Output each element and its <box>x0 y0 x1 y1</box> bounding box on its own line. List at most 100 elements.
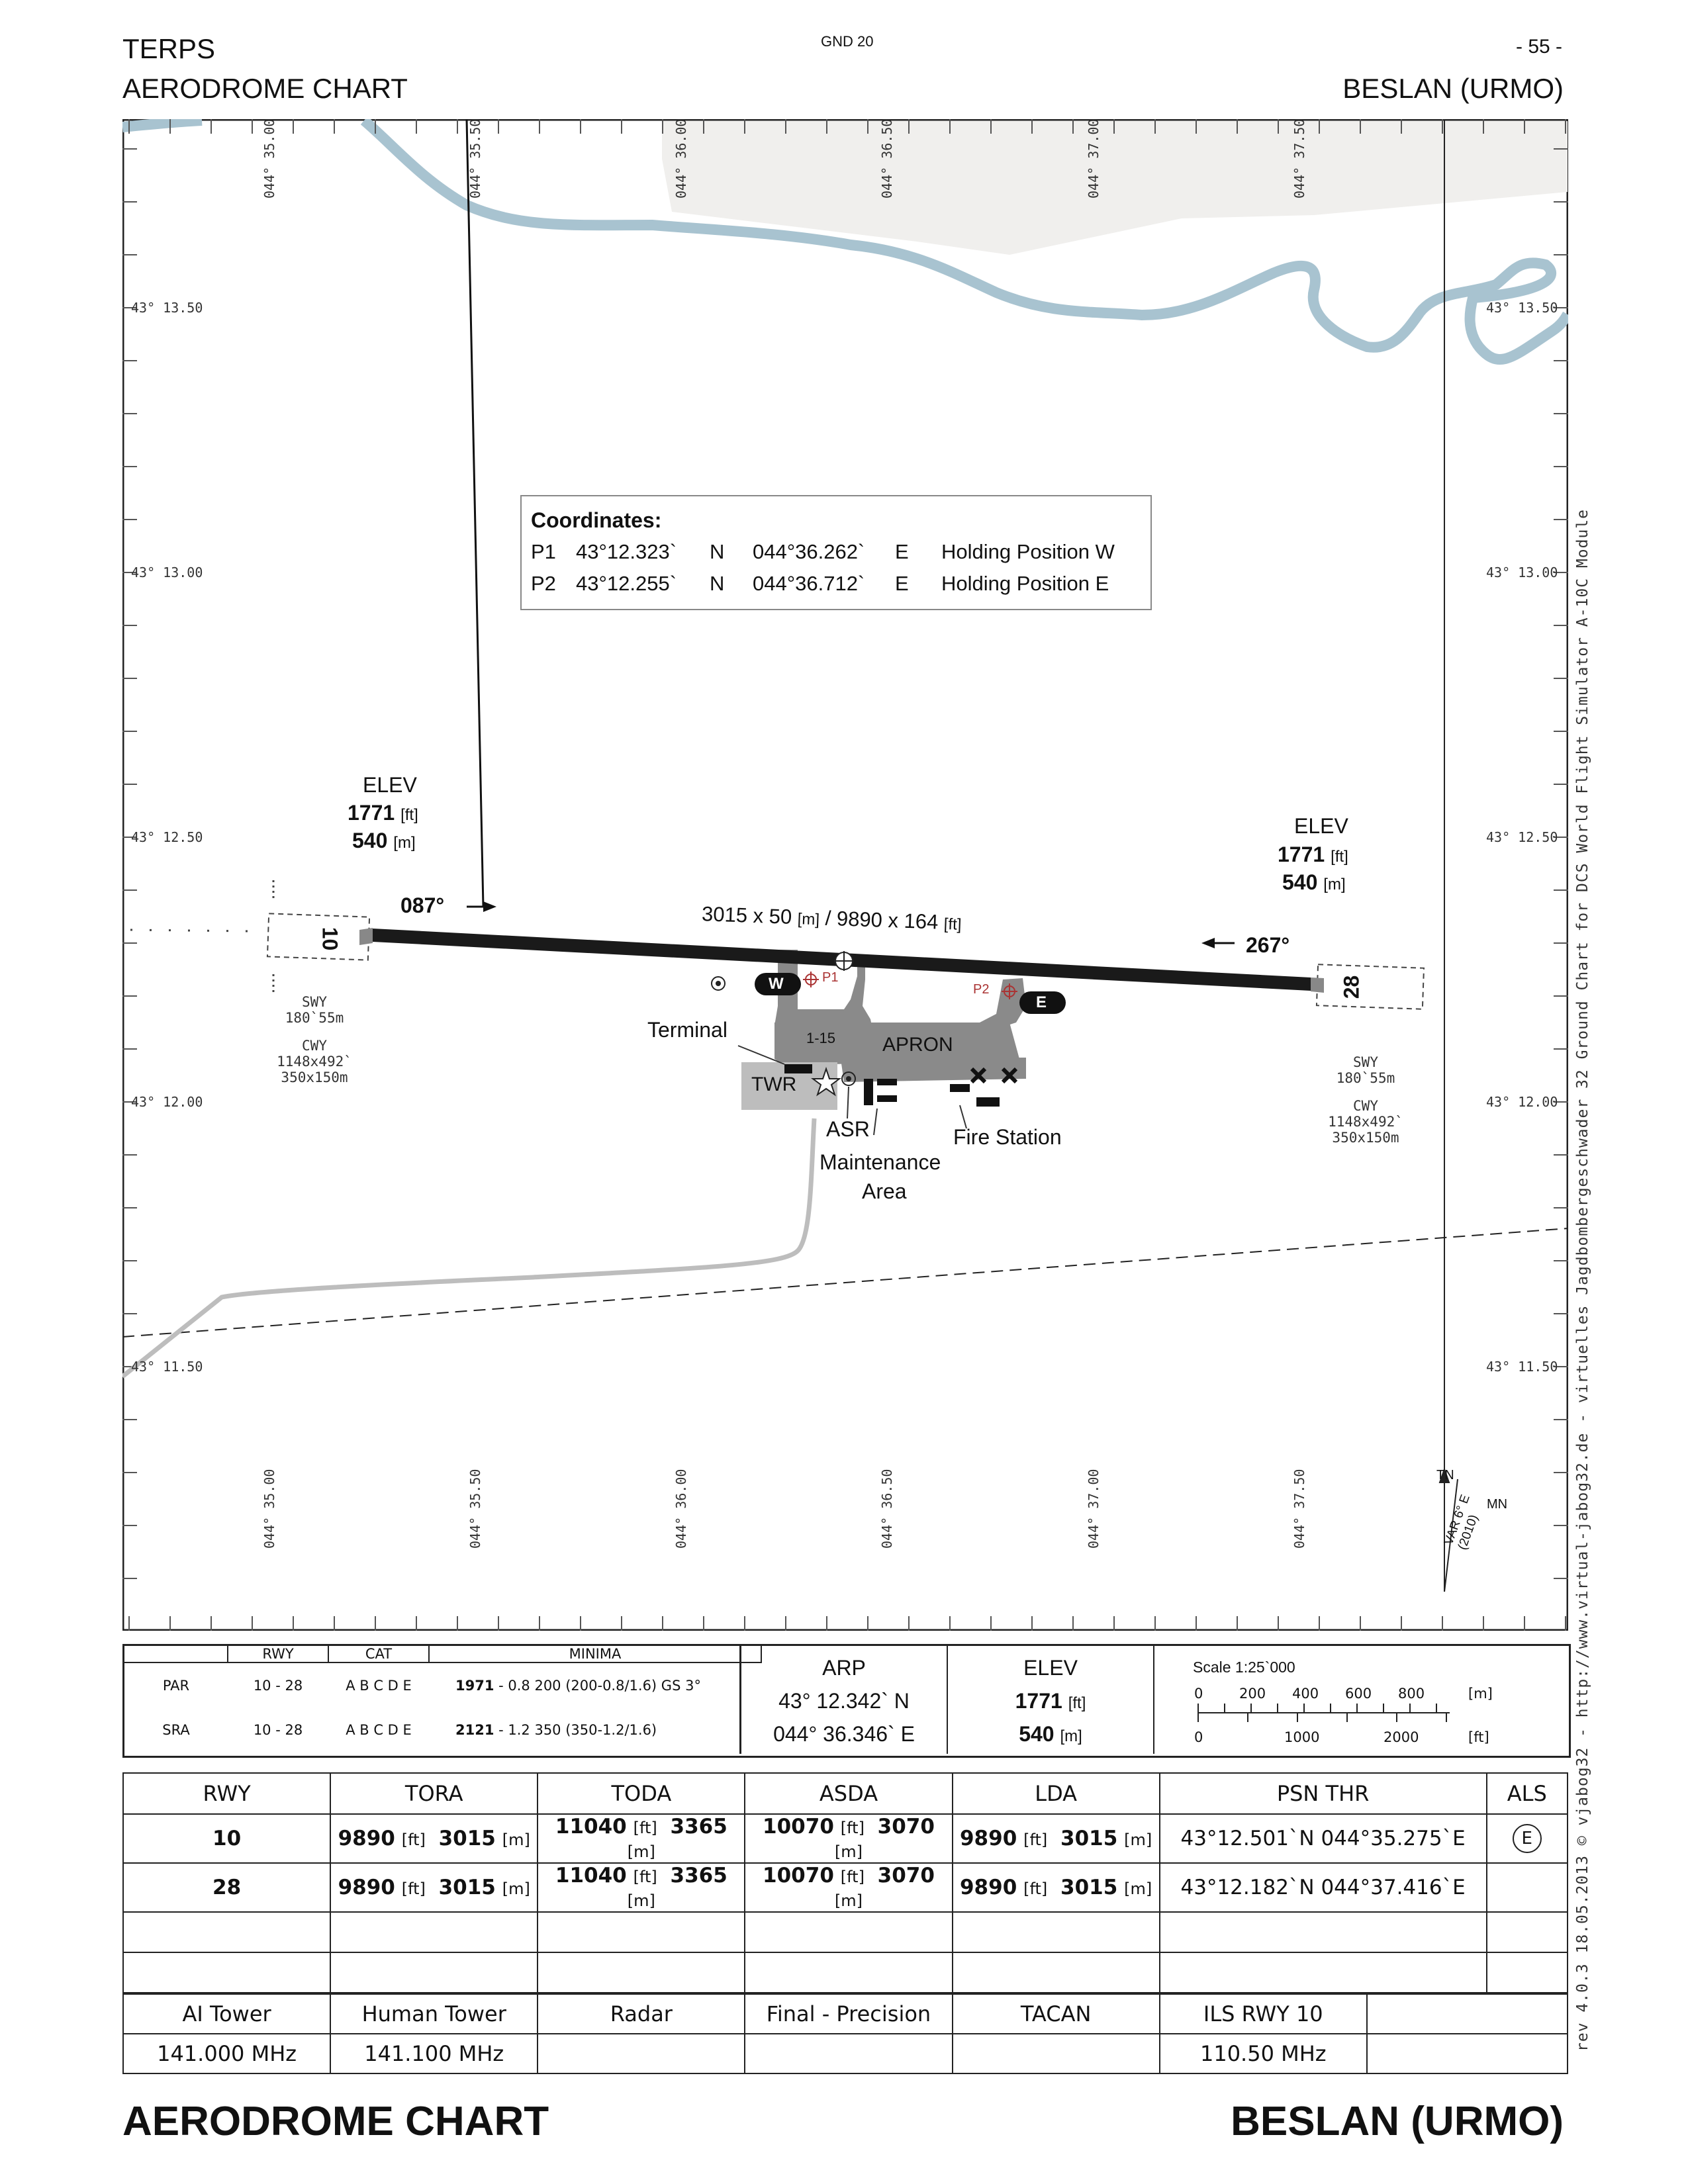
cwy-label: CWY <box>1353 1098 1378 1114</box>
cwy-label: CWY <box>302 1038 327 1054</box>
unit-m: [m] <box>834 1843 863 1861</box>
scale-m-label: 600 <box>1345 1686 1372 1702</box>
value-m: 3070 <box>877 1815 935 1839</box>
apron-south <box>841 1058 1026 1082</box>
holding-position-p1-icon <box>803 972 819 987</box>
scale-ft-label: 0 <box>1194 1729 1203 1745</box>
runway-id: 10 <box>122 1813 332 1864</box>
swy-info-e: SWY 180`55m CWY 1148x492` 350x150m <box>1313 1054 1419 1146</box>
beacon-icon <box>711 976 726 991</box>
elev-e-ft: 1771 [ft] <box>1278 842 1348 867</box>
minima-cat: A B C D E <box>346 1722 412 1738</box>
tora-col-header: TORA <box>330 1772 539 1815</box>
asda-col-header: ASDA <box>744 1772 953 1815</box>
header-title-1: TERPS <box>122 33 216 64</box>
grid-lat-label-right: 43° 13.50 <box>1486 300 1558 316</box>
river-west <box>122 119 203 132</box>
toda-cell: 11040 [ft] 3365 [m] <box>537 1862 746 1913</box>
grid-lon-label-bottom: 044° 37.50 <box>1291 1469 1307 1549</box>
elev-w-m-value: 540 <box>352 829 388 852</box>
minima-type-header <box>124 1646 228 1663</box>
tora-cell: 9890 [ft] 3015 [m] <box>330 1862 539 1913</box>
grid-lon-label-top: 044° 36.50 <box>879 118 895 199</box>
value-m: 3365 <box>670 1864 727 1888</box>
value-m: 3015 <box>1060 1876 1118 1899</box>
freq-human-tower: 141.100 MHz <box>330 2033 539 2074</box>
rwy-dims-ft: / 9890 x 164 <box>819 906 939 934</box>
minima-type: SRA <box>162 1722 190 1738</box>
cwy-ft: 1148x492` <box>1328 1114 1403 1130</box>
coordinates-box: Coordinates: P1 43°12.323` N 044°36.262`… <box>520 495 1152 610</box>
unit-ft: [ft] <box>1023 1831 1048 1849</box>
stand-label: 1-15 <box>806 1030 836 1046</box>
coord-ns: N <box>710 572 725 595</box>
elev-e-m: 540 [m] <box>1282 870 1346 895</box>
mn-label: MN <box>1487 1497 1508 1512</box>
runway-row-28: 28 9890 [ft] 3015 [m] 11040 [ft] 3365 [m] 1… <box>122 1862 1568 1913</box>
minima-cat-header: CAT <box>328 1646 430 1663</box>
grid-lon-label-bottom: 044° 36.00 <box>673 1469 689 1549</box>
grid-lon-label-bottom: 044° 35.00 <box>261 1469 277 1549</box>
page-number: - 55 - <box>1516 36 1563 58</box>
elev-table-label: ELEV <box>1023 1656 1078 1680</box>
taxiway-w-label: W <box>769 975 784 993</box>
lda-cell: 9890 [ft] 3015 [m] <box>951 1862 1160 1913</box>
unit-m: [m] <box>1124 1880 1152 1898</box>
rwy-dims-m: 3015 x 50 <box>701 902 792 929</box>
elev-m-value: 540 <box>1019 1722 1055 1746</box>
swy-label: SWY <box>302 994 327 1010</box>
elev-table-m: 540 [m] <box>948 1722 1153 1747</box>
unit-m: [m] <box>627 1891 655 1910</box>
rwy-dims-ft-unit: [ft] <box>943 915 962 934</box>
minima-rwy: 10 - 28 <box>253 1722 303 1738</box>
grid-lat-label-left: 43° 12.00 <box>131 1094 203 1110</box>
p2-label: P2 <box>973 982 990 997</box>
footer-airport: BESLAN (URMO) <box>1231 2099 1564 2144</box>
minima-rwy: 10 - 28 <box>253 1677 303 1694</box>
unit-ft: [ft] <box>840 1868 865 1886</box>
runway-10-label: 10 <box>318 927 342 951</box>
cwy-m: 350x150m <box>1332 1130 1399 1146</box>
scale-ft-label: 2000 <box>1383 1729 1419 1745</box>
als-cell: E <box>1485 1813 1568 1864</box>
swy-info-w: SWY 180`55m CWY 1148x492` 350x150m <box>261 994 367 1085</box>
approach-dots-w <box>130 929 249 933</box>
value-ft: 9890 <box>959 1827 1017 1850</box>
elev-ft-unit: [ft] <box>1068 1694 1086 1712</box>
terminal-label: Terminal <box>647 1018 727 1042</box>
coord-desc: Holding Position E <box>941 572 1109 595</box>
minima-value: 2121 - 1.2 350 (350-1.2/1.6) <box>429 1707 761 1752</box>
coord-ns: N <box>710 540 725 563</box>
coord-id: P2 <box>531 572 556 595</box>
grid-lat-label-right: 43° 12.00 <box>1486 1094 1558 1110</box>
elev-m-unit: [m] <box>1060 1727 1082 1745</box>
heading-arrow-087 <box>465 119 496 912</box>
elev-table-ft: 1771 [ft] <box>948 1689 1153 1713</box>
elev-w-m-unit: [m] <box>393 834 416 852</box>
freq-header-empty <box>1366 1993 1569 2034</box>
elev-w-label: ELEV <box>363 773 417 797</box>
scale-m-label: 400 <box>1292 1686 1319 1702</box>
unit-ft: [ft] <box>401 1831 426 1849</box>
elev-e-ft-unit: [ft] <box>1331 848 1348 866</box>
toda-cell: 11040 [ft] 3365 [m] <box>537 1813 746 1864</box>
unit-m: [m] <box>627 1843 655 1861</box>
p1-label: P1 <box>822 970 839 985</box>
scale-m-unit: [m] <box>1468 1686 1493 1702</box>
rwy-dims-m-unit: [m] <box>797 910 820 929</box>
value-ft: 9890 <box>338 1827 395 1850</box>
runway-id: 28 <box>122 1862 332 1913</box>
toda-col-header: TODA <box>537 1772 746 1815</box>
grid-lat-label-right: 43° 12.50 <box>1486 829 1558 845</box>
lda-col-header: LDA <box>951 1772 1160 1815</box>
grid-lon-label-bottom: 044° 36.50 <box>879 1469 895 1549</box>
scale-m-label: 200 <box>1239 1686 1266 1702</box>
freq-header-ai-tower: AI Tower <box>122 1993 332 2034</box>
freq-header-ils: ILS RWY 10 <box>1158 1993 1368 2034</box>
asr-icon <box>841 1071 856 1086</box>
coord-lat: 43°12.323` <box>576 540 677 563</box>
als-col-header: ALS <box>1485 1772 1568 1815</box>
value-m: 3015 <box>1060 1827 1118 1850</box>
cwy-m: 350x150m <box>281 1069 348 1085</box>
minima-vis: - 0.8 200 (200-0.8/1.6) GS 3° <box>494 1677 701 1694</box>
